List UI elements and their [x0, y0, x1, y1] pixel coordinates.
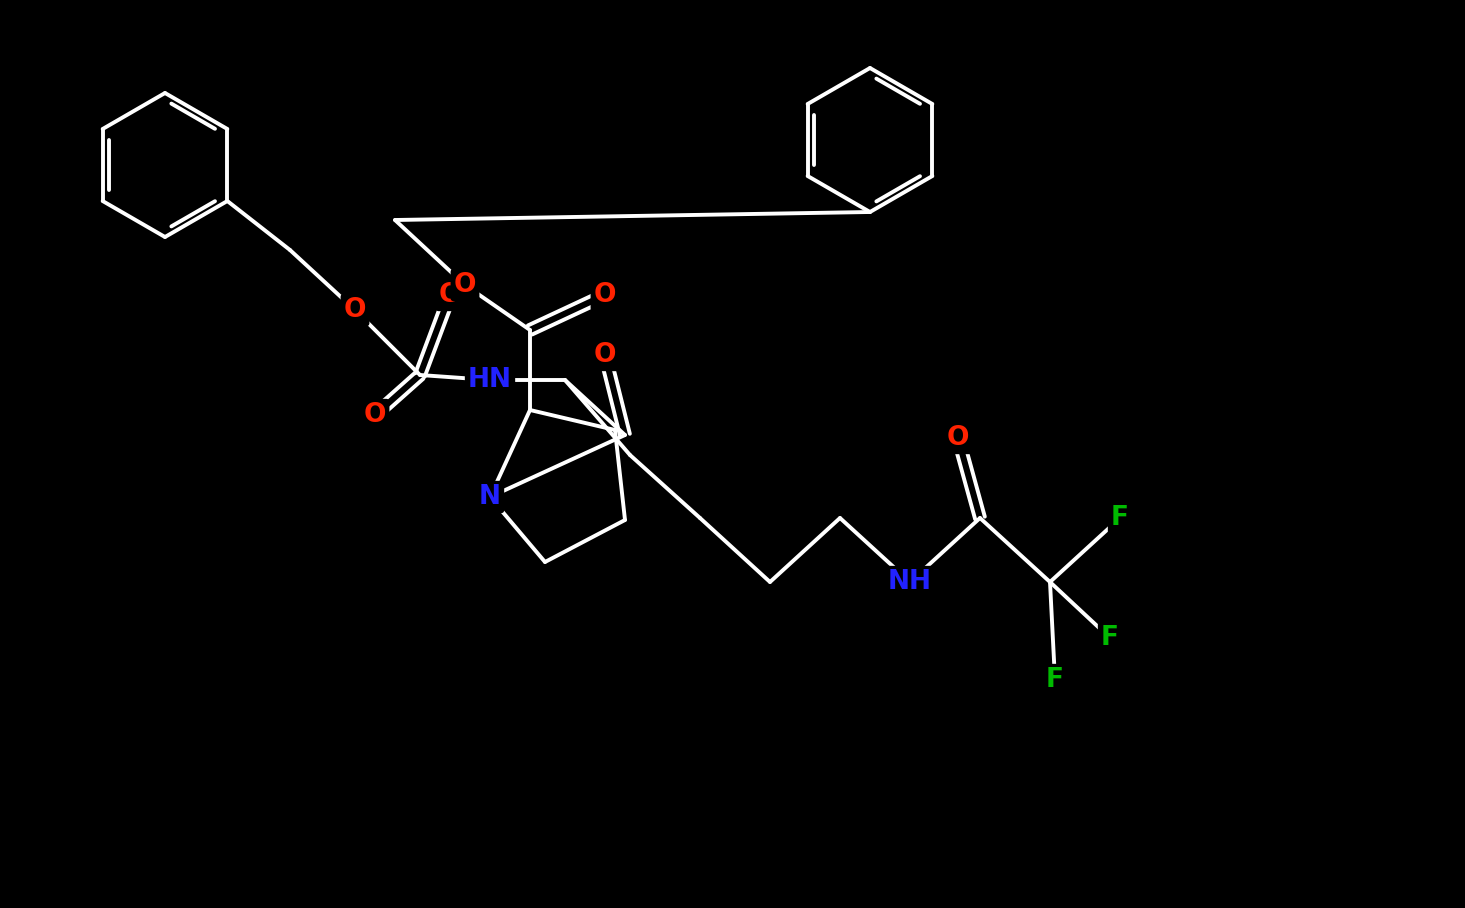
Text: F: F	[1046, 667, 1064, 693]
Text: F: F	[1102, 625, 1119, 651]
Text: F: F	[1110, 505, 1130, 531]
Text: O: O	[438, 282, 461, 308]
Text: O: O	[344, 297, 366, 323]
Text: O: O	[946, 425, 970, 451]
Text: N: N	[479, 484, 501, 510]
Text: O: O	[593, 282, 617, 308]
Text: O: O	[363, 402, 387, 428]
Text: O: O	[454, 272, 476, 298]
Text: NH: NH	[888, 569, 932, 595]
Text: HN: HN	[467, 367, 511, 393]
Text: O: O	[593, 342, 617, 368]
